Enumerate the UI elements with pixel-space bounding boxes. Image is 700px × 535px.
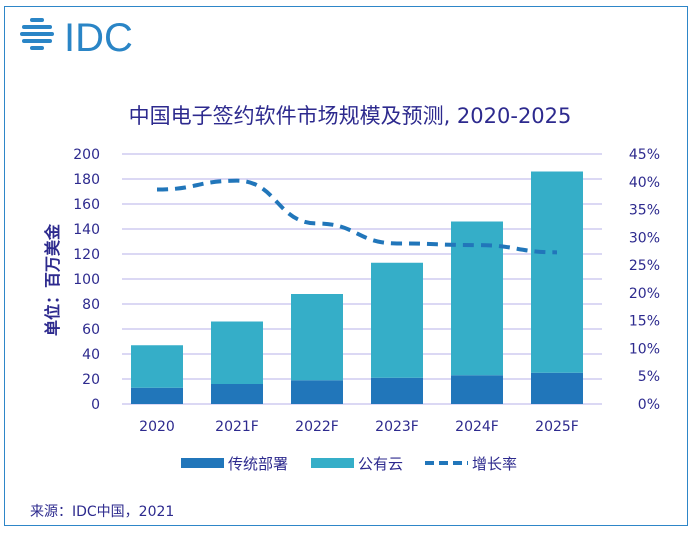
legend-label-cloud: 公有云 bbox=[358, 455, 403, 473]
logo-text: IDC bbox=[64, 16, 133, 60]
chart-title: 中国电子签约软件市场规模及预测, 2020-2025 bbox=[129, 104, 572, 128]
x-tick-label: 2023F bbox=[375, 419, 419, 435]
y-tick-label: 20 bbox=[82, 372, 100, 388]
y-tick-label: 140 bbox=[73, 222, 100, 238]
globe-stripe bbox=[30, 18, 44, 22]
y-tick-label: 80 bbox=[82, 297, 100, 313]
x-tick-label: 2022F bbox=[295, 419, 339, 435]
y2-tick-label: 20% bbox=[629, 286, 660, 302]
y2-tick-label: 5% bbox=[638, 369, 660, 385]
bar-cloud-2023F bbox=[371, 262, 423, 378]
y-tick-label: 60 bbox=[82, 322, 100, 338]
legend-swatch-traditional bbox=[181, 458, 224, 468]
y-tick-label: 180 bbox=[73, 172, 100, 188]
y-tick-label: 0 bbox=[91, 397, 100, 413]
legend-label-growth: 增长率 bbox=[472, 455, 517, 473]
bar-traditional-2022F bbox=[291, 380, 343, 404]
globe-stripe bbox=[22, 25, 52, 29]
x-tick-label: 2025F bbox=[535, 419, 579, 435]
y-tick-label: 120 bbox=[73, 247, 100, 263]
y-tick-label: 100 bbox=[73, 272, 100, 288]
growth-rate-line bbox=[156, 178, 558, 255]
y2-tick-label: 30% bbox=[629, 230, 660, 246]
legend-swatch-cloud bbox=[311, 458, 354, 468]
y2-tick-label: 35% bbox=[629, 203, 660, 219]
y2-tick-label: 0% bbox=[638, 397, 660, 413]
bar-traditional-2023F bbox=[371, 377, 423, 404]
x-tick-label: 2024F bbox=[455, 419, 499, 435]
y-axis-label: 单位：百万美金 bbox=[43, 223, 62, 336]
globe-stripe bbox=[20, 32, 54, 36]
x-tick-label: 2020 bbox=[139, 419, 175, 435]
bar-cloud-2024F bbox=[451, 221, 503, 376]
globe-stripe bbox=[30, 46, 44, 50]
source-note: 来源：IDC中国，2021 bbox=[30, 504, 174, 520]
y2-tick-label: 10% bbox=[629, 341, 660, 357]
y-tick-label: 200 bbox=[73, 147, 100, 163]
idc-logo: IDC bbox=[20, 16, 133, 60]
bar-traditional-2025F bbox=[531, 372, 583, 404]
y2-tick-label: 25% bbox=[629, 258, 660, 274]
x-tick-label: 2021F bbox=[215, 419, 259, 435]
globe-stripe bbox=[22, 39, 52, 43]
chart-frame bbox=[4, 6, 688, 526]
bar-traditional-2024F bbox=[451, 375, 503, 404]
y-tick-label: 160 bbox=[73, 197, 100, 213]
bar-traditional-2021F bbox=[211, 384, 263, 404]
y-tick-label: 40 bbox=[82, 347, 100, 363]
bar-cloud-2020 bbox=[131, 345, 183, 388]
bar-traditional-2020 bbox=[131, 387, 183, 404]
bar-cloud-2021F bbox=[211, 321, 263, 384]
legend-label-traditional: 传统部署 bbox=[228, 455, 288, 473]
globe-icon bbox=[20, 18, 54, 50]
y2-tick-label: 40% bbox=[629, 175, 660, 191]
bar-cloud-2022F bbox=[291, 294, 343, 381]
y2-tick-label: 45% bbox=[629, 147, 660, 163]
bar-cloud-2025F bbox=[531, 171, 583, 373]
y2-tick-label: 15% bbox=[629, 314, 660, 330]
